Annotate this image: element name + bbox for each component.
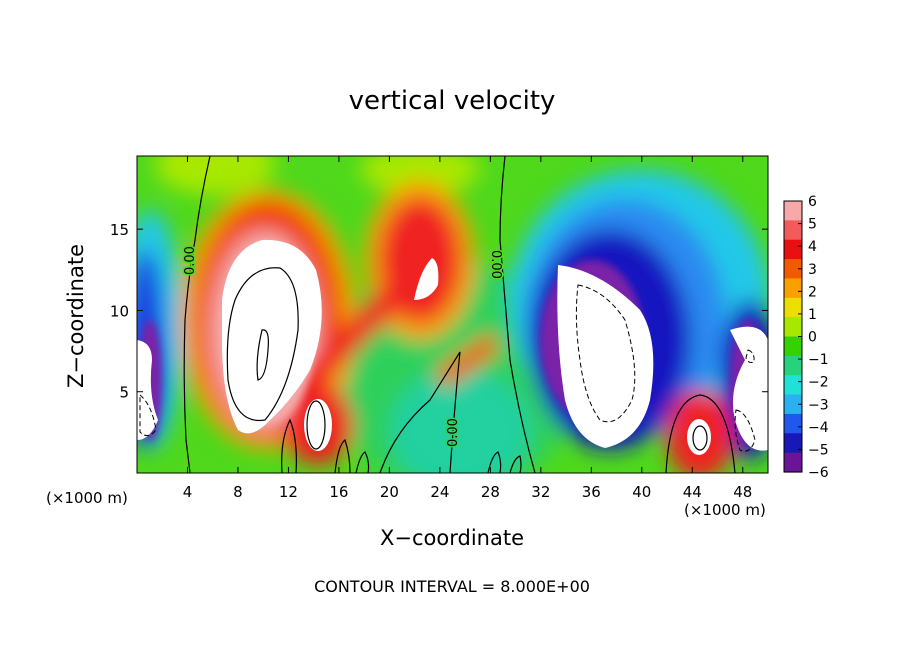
contour-label-1: 0.00 bbox=[183, 246, 198, 275]
colorbar-label-12: −6 bbox=[808, 465, 829, 481]
y-tick-label-2: 15 bbox=[110, 221, 129, 239]
colorbar-swatch-13 bbox=[784, 452, 802, 473]
colorbar-swatch-12 bbox=[784, 433, 802, 454]
y-axis-ticks: 5 10 15 bbox=[110, 221, 768, 402]
x-tick-label-0: 4 bbox=[183, 483, 193, 501]
colorbar-label-7: −1 bbox=[808, 352, 829, 368]
colorbar-label-8: −2 bbox=[808, 375, 829, 391]
colorbar-label-10: −4 bbox=[808, 420, 829, 436]
x-tick-label-5: 24 bbox=[430, 483, 449, 501]
colorbar-swatch-7 bbox=[784, 336, 802, 357]
colorbar-swatch-8 bbox=[784, 355, 802, 376]
contour-label-2: 0.00 bbox=[488, 250, 503, 279]
chart-title: vertical velocity bbox=[348, 86, 556, 116]
contour-interval-text: CONTOUR INTERVAL = 8.000E+00 bbox=[314, 577, 590, 596]
x-tick-label-11: 48 bbox=[733, 483, 752, 501]
colorbar-label-2: 4 bbox=[808, 239, 817, 255]
x-tick-label-9: 40 bbox=[632, 483, 651, 501]
colorbar-label-0: 6 bbox=[808, 194, 817, 210]
colorbar-swatch-3 bbox=[784, 259, 802, 280]
colorbar-label-11: −5 bbox=[808, 442, 829, 458]
colorbar-swatch-9 bbox=[784, 375, 802, 396]
colorbar-swatch-0 bbox=[784, 201, 802, 221]
colorbar-swatch-1 bbox=[784, 220, 802, 241]
x-tick-label-8: 36 bbox=[582, 483, 601, 501]
x-unit-label-left: (×1000 m) bbox=[46, 489, 128, 507]
plot-frame bbox=[136, 155, 769, 474]
colorbar: 6 5 4 3 2 1 0 −1 −2 −3 −4 −5 −6 bbox=[783, 194, 829, 481]
x-tick-label-4: 20 bbox=[380, 483, 399, 501]
x-axis-ticks: 4 8 12 16 20 24 28 32 36 40 44 48 bbox=[183, 156, 752, 501]
colorbar-swatch-2 bbox=[784, 239, 802, 260]
colorbar-label-6: 0 bbox=[808, 330, 817, 346]
colorbar-label-9: −3 bbox=[808, 397, 829, 413]
colorbar-swatch-6 bbox=[784, 317, 802, 338]
contour-label-3: 0.00 bbox=[446, 418, 461, 447]
colorbar-label-5: 1 bbox=[808, 307, 817, 323]
x-tick-label-6: 28 bbox=[481, 483, 500, 501]
colorbar-label-3: 3 bbox=[808, 262, 817, 278]
colorbar-swatch-10 bbox=[784, 394, 802, 415]
x-tick-label-3: 16 bbox=[329, 483, 348, 501]
x-axis-label: X−coordinate bbox=[380, 526, 524, 550]
colorbar-label-4: 2 bbox=[808, 284, 817, 300]
y-tick-label-0: 5 bbox=[119, 384, 129, 402]
x-tick-label-7: 32 bbox=[531, 483, 550, 501]
colorbar-swatch-11 bbox=[784, 413, 802, 434]
colorbar-swatch-4 bbox=[784, 278, 802, 299]
heatmap-field: 0.00 0.00 0.00 bbox=[137, 156, 768, 473]
x-tick-label-10: 44 bbox=[683, 483, 702, 501]
x-unit-label-right: (×1000 m) bbox=[684, 501, 766, 519]
colorbar-swatch-5 bbox=[784, 297, 802, 318]
colorbar-label-1: 5 bbox=[808, 217, 817, 233]
x-tick-label-1: 8 bbox=[233, 483, 243, 501]
x-tick-label-2: 12 bbox=[279, 483, 298, 501]
y-tick-label-1: 10 bbox=[110, 302, 129, 320]
